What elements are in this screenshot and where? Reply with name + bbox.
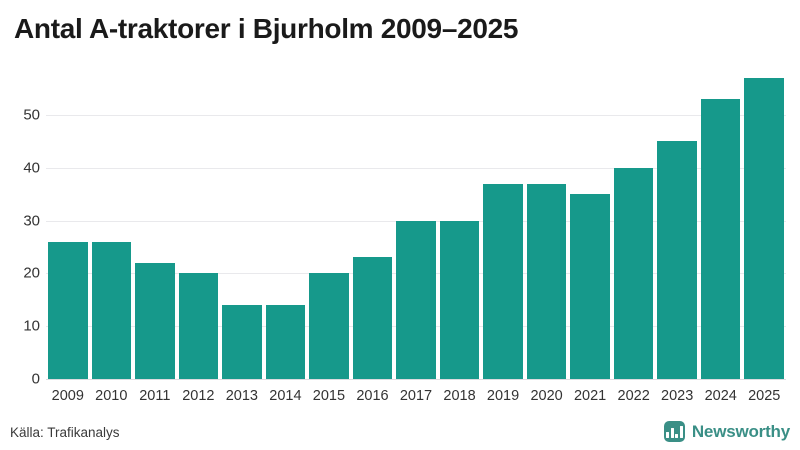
y-axis: 0 10 20 30 40 50 <box>0 62 40 386</box>
x-axis-tick-label: 2011 <box>139 388 171 404</box>
x-axis-tick-label: 2017 <box>399 388 433 404</box>
chart-footer: Källa: Trafikanalys Newsworthy <box>0 418 800 450</box>
brand-logo: Newsworthy <box>663 421 790 442</box>
bar-series <box>46 62 786 379</box>
x-axis-tick-label: 2024 <box>704 388 737 404</box>
bar[interactable] <box>744 77 784 379</box>
x-axis-tick-label: 2018 <box>443 388 476 404</box>
y-axis-tick-label: 20 <box>23 264 40 282</box>
bar[interactable] <box>700 98 741 379</box>
plot-area <box>46 62 786 380</box>
x-axis-tick-label: 2009 <box>51 388 84 404</box>
gridline <box>46 114 786 116</box>
y-axis-tick-label: 40 <box>23 159 40 177</box>
x-axis-tick-label: 2014 <box>269 388 302 404</box>
bar[interactable] <box>309 273 349 379</box>
x-axis: 2009 2010 2011 2012 2013 2014 2015 2016 2017 2018… <box>46 386 786 408</box>
bar[interactable] <box>526 183 567 379</box>
x-axis-tick-label: 2025 <box>748 388 781 404</box>
brand-name: Newsworthy <box>691 421 790 441</box>
bar[interactable] <box>48 241 88 379</box>
bar-chart-icon <box>663 421 685 442</box>
y-axis-tick-label: 0 <box>31 370 40 388</box>
bar[interactable] <box>483 183 523 379</box>
gridline <box>46 167 786 169</box>
y-axis-tick-label: 50 <box>23 106 40 124</box>
bar[interactable] <box>613 167 654 379</box>
bar[interactable] <box>352 257 393 379</box>
bar[interactable] <box>396 220 436 379</box>
x-axis-tick-label: 2023 <box>661 388 694 404</box>
bar[interactable] <box>178 273 219 379</box>
bar[interactable] <box>265 305 306 379</box>
x-axis-tick-label: 2020 <box>530 388 563 404</box>
gridline <box>46 379 786 380</box>
bar[interactable] <box>91 241 132 379</box>
x-axis-tick-label: 2016 <box>356 388 389 404</box>
x-axis-tick-label: 2012 <box>182 388 215 404</box>
x-axis-tick-label: 2022 <box>617 388 650 404</box>
x-axis-tick-label: 2010 <box>95 388 128 404</box>
bar[interactable] <box>222 305 262 379</box>
bar[interactable] <box>135 262 175 379</box>
source-note: Källa: Trafikanalys <box>10 425 120 440</box>
y-axis-tick-label: 10 <box>23 317 40 335</box>
x-axis-tick-label: 2015 <box>312 388 346 404</box>
bar[interactable] <box>657 141 697 379</box>
x-axis-tick-label: 2021 <box>573 388 607 404</box>
x-axis-tick-label: 2019 <box>486 388 520 404</box>
y-axis-tick-label: 30 <box>23 212 40 229</box>
page-title: Antal A-traktorer i Bjurholm 2009–2025 <box>14 13 519 44</box>
x-axis-tick-label: 2013 <box>225 388 258 404</box>
bar[interactable] <box>570 194 610 379</box>
bar[interactable] <box>439 220 480 379</box>
